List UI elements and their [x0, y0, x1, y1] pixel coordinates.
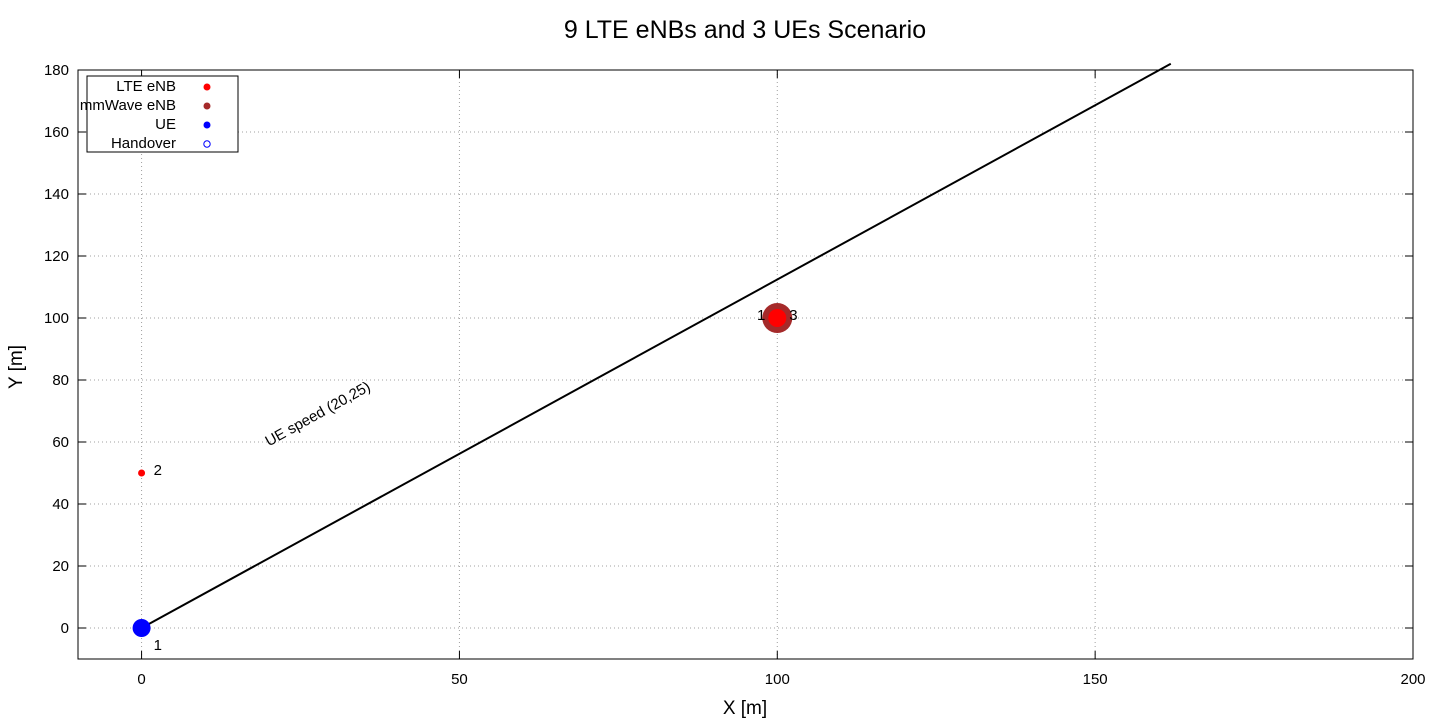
x-tick-label: 0 — [137, 671, 145, 688]
point-labels: 1 2 3 1 — [154, 307, 798, 654]
legend-marker — [203, 121, 211, 129]
legend-marker — [203, 83, 211, 91]
lte-enb-point — [768, 309, 787, 327]
y-tick-label: 140 — [44, 186, 69, 203]
y-tick-label: 0 — [61, 620, 69, 637]
legend: LTE eNB mmWave eNB UE Handover — [80, 75, 239, 153]
y-tick-label: 60 — [52, 434, 69, 451]
legend-marker — [203, 102, 211, 110]
legend-label: UE — [155, 116, 176, 133]
y-tick-label: 100 — [44, 310, 69, 327]
plot-frame — [77, 69, 1414, 660]
ue-label: 1 — [154, 637, 162, 654]
legend-label: mmWave eNB — [80, 97, 176, 114]
legend-marker — [203, 140, 211, 148]
axis-ticks — [78, 69, 1414, 659]
y-axis-label: Y [m] — [6, 345, 27, 389]
y-tick-label: 40 — [52, 496, 69, 513]
lte-enb-label: 2 — [154, 462, 162, 479]
mmwave-enb-label: 1 — [757, 307, 765, 324]
x-tick-label: 100 — [765, 671, 790, 688]
ue-trajectory-line — [141, 62, 1172, 629]
tick-labels: 0 50 100 150 200 0 20 40 60 80 100 120 140 160 180 — [44, 62, 1426, 688]
lte-enb-point — [138, 469, 146, 477]
y-tick-label: 20 — [52, 558, 69, 575]
lte-enb-label: 3 — [789, 307, 797, 324]
legend-label: LTE eNB — [116, 78, 176, 95]
y-tick-label: 180 — [44, 62, 69, 79]
x-tick-label: 50 — [451, 671, 468, 688]
y-tick-label: 160 — [44, 124, 69, 141]
grid-lines — [78, 70, 1413, 659]
x-axis-label: X [m] — [723, 698, 767, 719]
legend-label: Handover — [111, 135, 176, 152]
x-tick-label: 200 — [1400, 671, 1425, 688]
y-tick-label: 80 — [52, 372, 69, 389]
plot-data — [132, 62, 1172, 637]
legend-box — [86, 75, 239, 153]
x-tick-label: 150 — [1083, 671, 1108, 688]
y-tick-label: 120 — [44, 248, 69, 265]
ue-point — [132, 619, 151, 637]
chart-title: 9 LTE eNBs and 3 UEs Scenario — [564, 16, 926, 44]
